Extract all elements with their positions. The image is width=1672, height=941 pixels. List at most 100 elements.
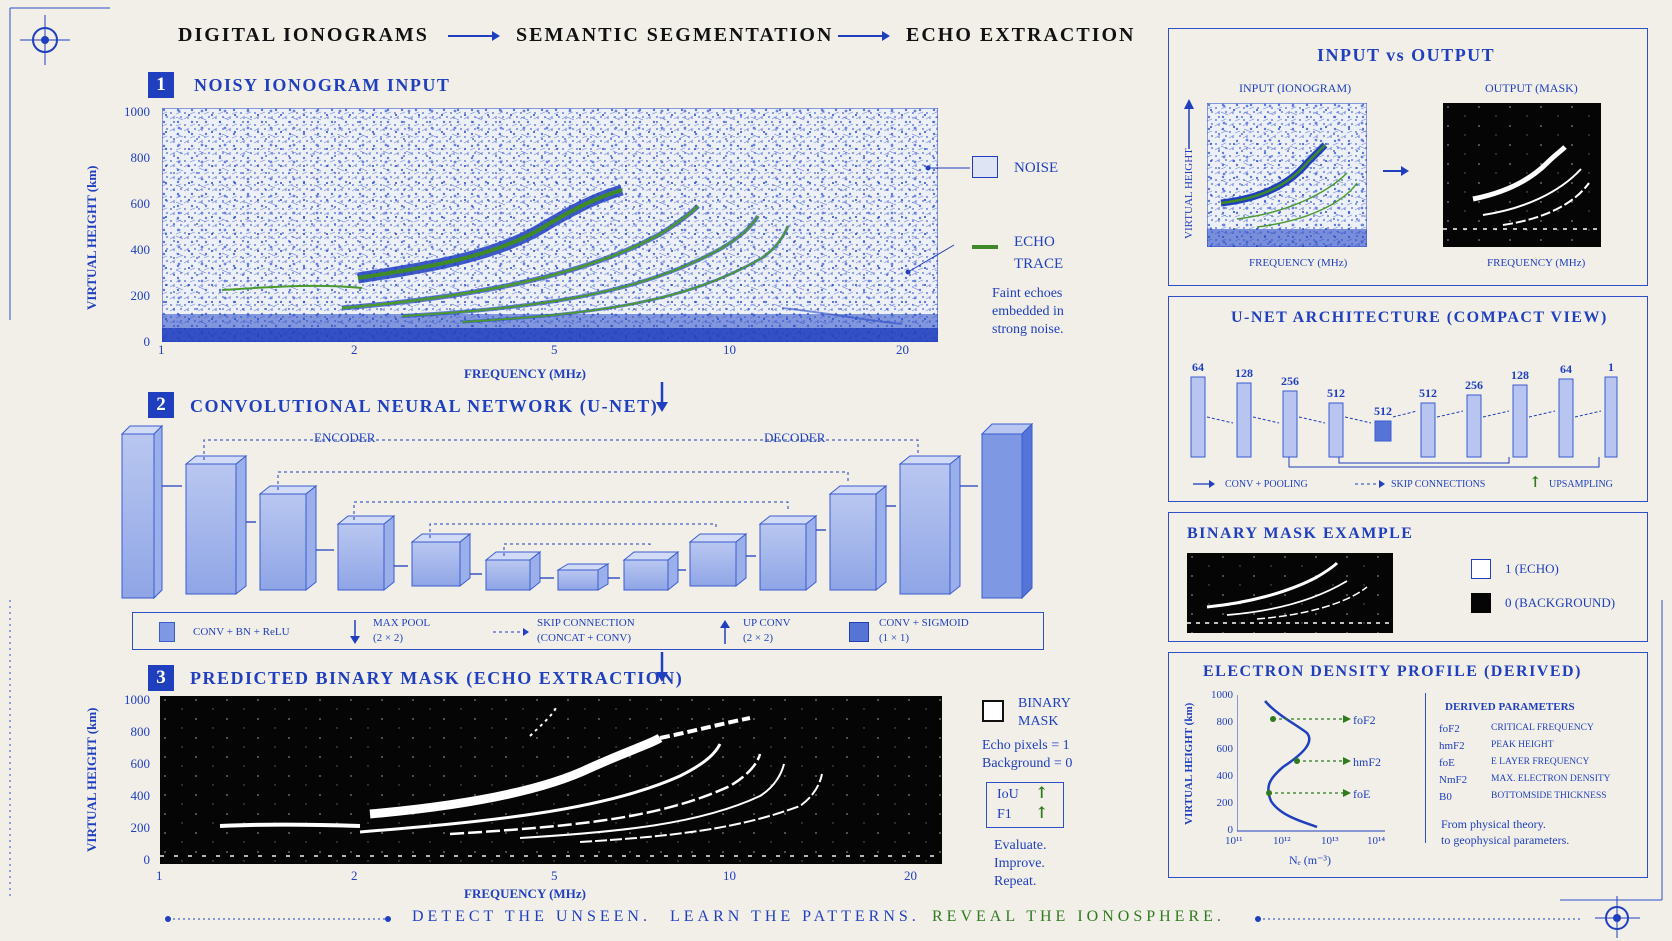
edp-foE-label: foE	[1353, 787, 1371, 801]
arrow-down-icon	[656, 652, 668, 682]
param-key: NmF2	[1439, 774, 1468, 786]
section-1-xlabel: FREQUENCY (MHz)	[464, 366, 586, 381]
mask-label-1: BINARY	[1018, 696, 1071, 711]
unet-compact-bar	[1282, 390, 1298, 458]
unet-diagram	[120, 422, 1034, 600]
legend-skip-2: (CONCAT + CONV)	[537, 632, 632, 644]
section-1-number: 1	[148, 72, 174, 98]
mask-one-label: 1 (ECHO)	[1505, 561, 1559, 576]
dashed-arrow-icon	[493, 628, 529, 636]
section-3-number: 3	[148, 665, 174, 691]
section-3-xticks: 1 2 5 10 20	[156, 868, 942, 888]
ytick: 1000	[1211, 689, 1233, 701]
noisy-ionogram-plot	[162, 108, 938, 342]
binary-mask-swatch-icon	[982, 700, 1004, 722]
io-freq-right: FREQUENCY (MHz)	[1487, 257, 1586, 269]
xtick: 10	[723, 342, 736, 357]
conv-block-icon	[159, 622, 175, 642]
arrow-up-icon: ↑	[1035, 803, 1049, 822]
section-3-ylabel: VIRTUAL HEIGHT (km)	[84, 707, 99, 853]
legend-noise: NOISE	[1014, 160, 1059, 176]
unet-output-block	[980, 422, 1034, 600]
unet-compact-channel-label: 128	[1235, 366, 1253, 380]
eval-line-2: Improve.	[994, 856, 1045, 871]
crosshair-icon-bottom-right	[1595, 896, 1640, 938]
section-2-title: CONVOLUTIONAL NEURAL NETWORK (U-NET)	[190, 396, 659, 416]
unet-block	[484, 550, 542, 592]
predicted-mask-plot	[160, 696, 942, 864]
header-step-1: DIGITAL IONOGRAMS	[178, 24, 429, 46]
ytick: 1000	[124, 692, 150, 707]
ytick: 200	[1216, 797, 1234, 809]
edp-title: ELECTRON DENSITY PROFILE (DERIVED)	[1203, 663, 1582, 680]
section-3-xlabel: FREQUENCY (MHz)	[464, 886, 586, 901]
xtick: 2	[351, 868, 358, 883]
legend-sig-2: (1 × 1)	[879, 632, 910, 644]
crosshair-icon-top-left	[20, 15, 70, 65]
edp-hmF2-label: hmF2	[1353, 755, 1382, 769]
unet-compact-title: U-NET ARCHITECTURE (COMPACT VIEW)	[1231, 309, 1608, 326]
unet-compact-bar	[1466, 394, 1482, 458]
legend-echo-1: ECHO	[1014, 234, 1055, 250]
unet-block	[758, 514, 818, 592]
edp-ylabel: VIRTUAL HEIGHT (km)	[1183, 702, 1195, 825]
header-step-3: ECHO EXTRACTION	[906, 24, 1136, 46]
theory-line-1: From physical theory.	[1441, 817, 1546, 831]
unet-compact-channel-label: 64	[1192, 360, 1204, 374]
noise-swatch-icon	[972, 156, 998, 178]
param-value: CRITICAL FREQUENCY	[1491, 723, 1594, 733]
param-key: foE	[1439, 757, 1455, 769]
ytick: 0	[143, 852, 151, 867]
io-vh-label: VIRTUAL HEIGHT	[1183, 148, 1195, 239]
unet-compact-arrow	[1392, 410, 1418, 418]
legend-leader-lines	[905, 165, 970, 275]
legend-sig-1: CONV + SIGMOID	[879, 617, 969, 629]
arrow-right-icon	[1193, 480, 1215, 488]
io-freq-left: FREQUENCY (MHz)	[1249, 257, 1348, 269]
param-value: BOTTOMSIDE THICKNESS	[1491, 791, 1607, 801]
xtick: 10¹¹	[1225, 835, 1243, 847]
unet-block	[336, 514, 396, 592]
unet-compact-channel-label: 128	[1511, 368, 1529, 382]
metric-iou: IoU	[997, 787, 1019, 802]
io-input-thumbnail	[1207, 103, 1367, 247]
section-1-ylabel: VIRTUAL HEIGHT (km)	[84, 165, 99, 311]
unet-compact-arrow	[1528, 410, 1556, 418]
xtick: 2	[351, 342, 358, 357]
metrics-box: IoU ↑ F1 ↑	[986, 782, 1064, 828]
ytick: 600	[130, 196, 151, 211]
section-1-yticks: 1000 800 600 400 200 0	[122, 104, 154, 349]
arrow-right-icon	[1383, 166, 1409, 176]
edp-foF2-label: foF2	[1353, 713, 1376, 727]
note-line-3: strong noise.	[992, 322, 1064, 337]
arrow-down-icon	[656, 382, 668, 412]
note-line-2: embedded in	[992, 304, 1064, 319]
ytick: 800	[1216, 716, 1234, 728]
unet-leg-conv: CONV + POOLING	[1225, 479, 1308, 490]
unet-block	[120, 424, 164, 600]
arrow-right-icon	[838, 31, 890, 41]
ytick: 800	[130, 150, 151, 165]
unet-block	[410, 532, 472, 588]
xtick: 10¹⁴	[1367, 835, 1386, 847]
xtick: 10	[723, 868, 736, 883]
unet-compact-bar	[1190, 376, 1206, 458]
edp-panel: ELECTRON DENSITY PROFILE (DERIVED) VIRTU…	[1168, 652, 1648, 878]
unet-compact-skip	[1288, 457, 1600, 468]
param-key: hmF2	[1439, 740, 1465, 752]
divider	[1425, 693, 1426, 843]
unet-compact-bar	[1328, 402, 1344, 458]
legend-up-2: (2 × 2)	[743, 632, 774, 644]
unet-compact-panel: U-NET ARCHITECTURE (COMPACT VIEW) 64 128 2…	[1168, 296, 1648, 502]
unet-compact-channel-label: 512	[1327, 386, 1345, 400]
eval-line-1: Evaluate.	[994, 838, 1047, 853]
unet-compact-channel-label: 256	[1465, 378, 1483, 392]
section-3-yticks: 1000 800 600 400 200 0	[118, 692, 154, 868]
unet-compact-arrow	[1252, 416, 1280, 424]
xtick: 20	[904, 868, 917, 883]
footer-phrase-3: REVEAL THE IONOSPHERE.	[932, 908, 1225, 925]
unet-compact-arrow	[1344, 416, 1372, 424]
param-key: B0	[1439, 791, 1452, 803]
section-1-xticks: 1 2 5 10 20	[158, 342, 938, 362]
xtick: 10¹²	[1273, 835, 1291, 847]
